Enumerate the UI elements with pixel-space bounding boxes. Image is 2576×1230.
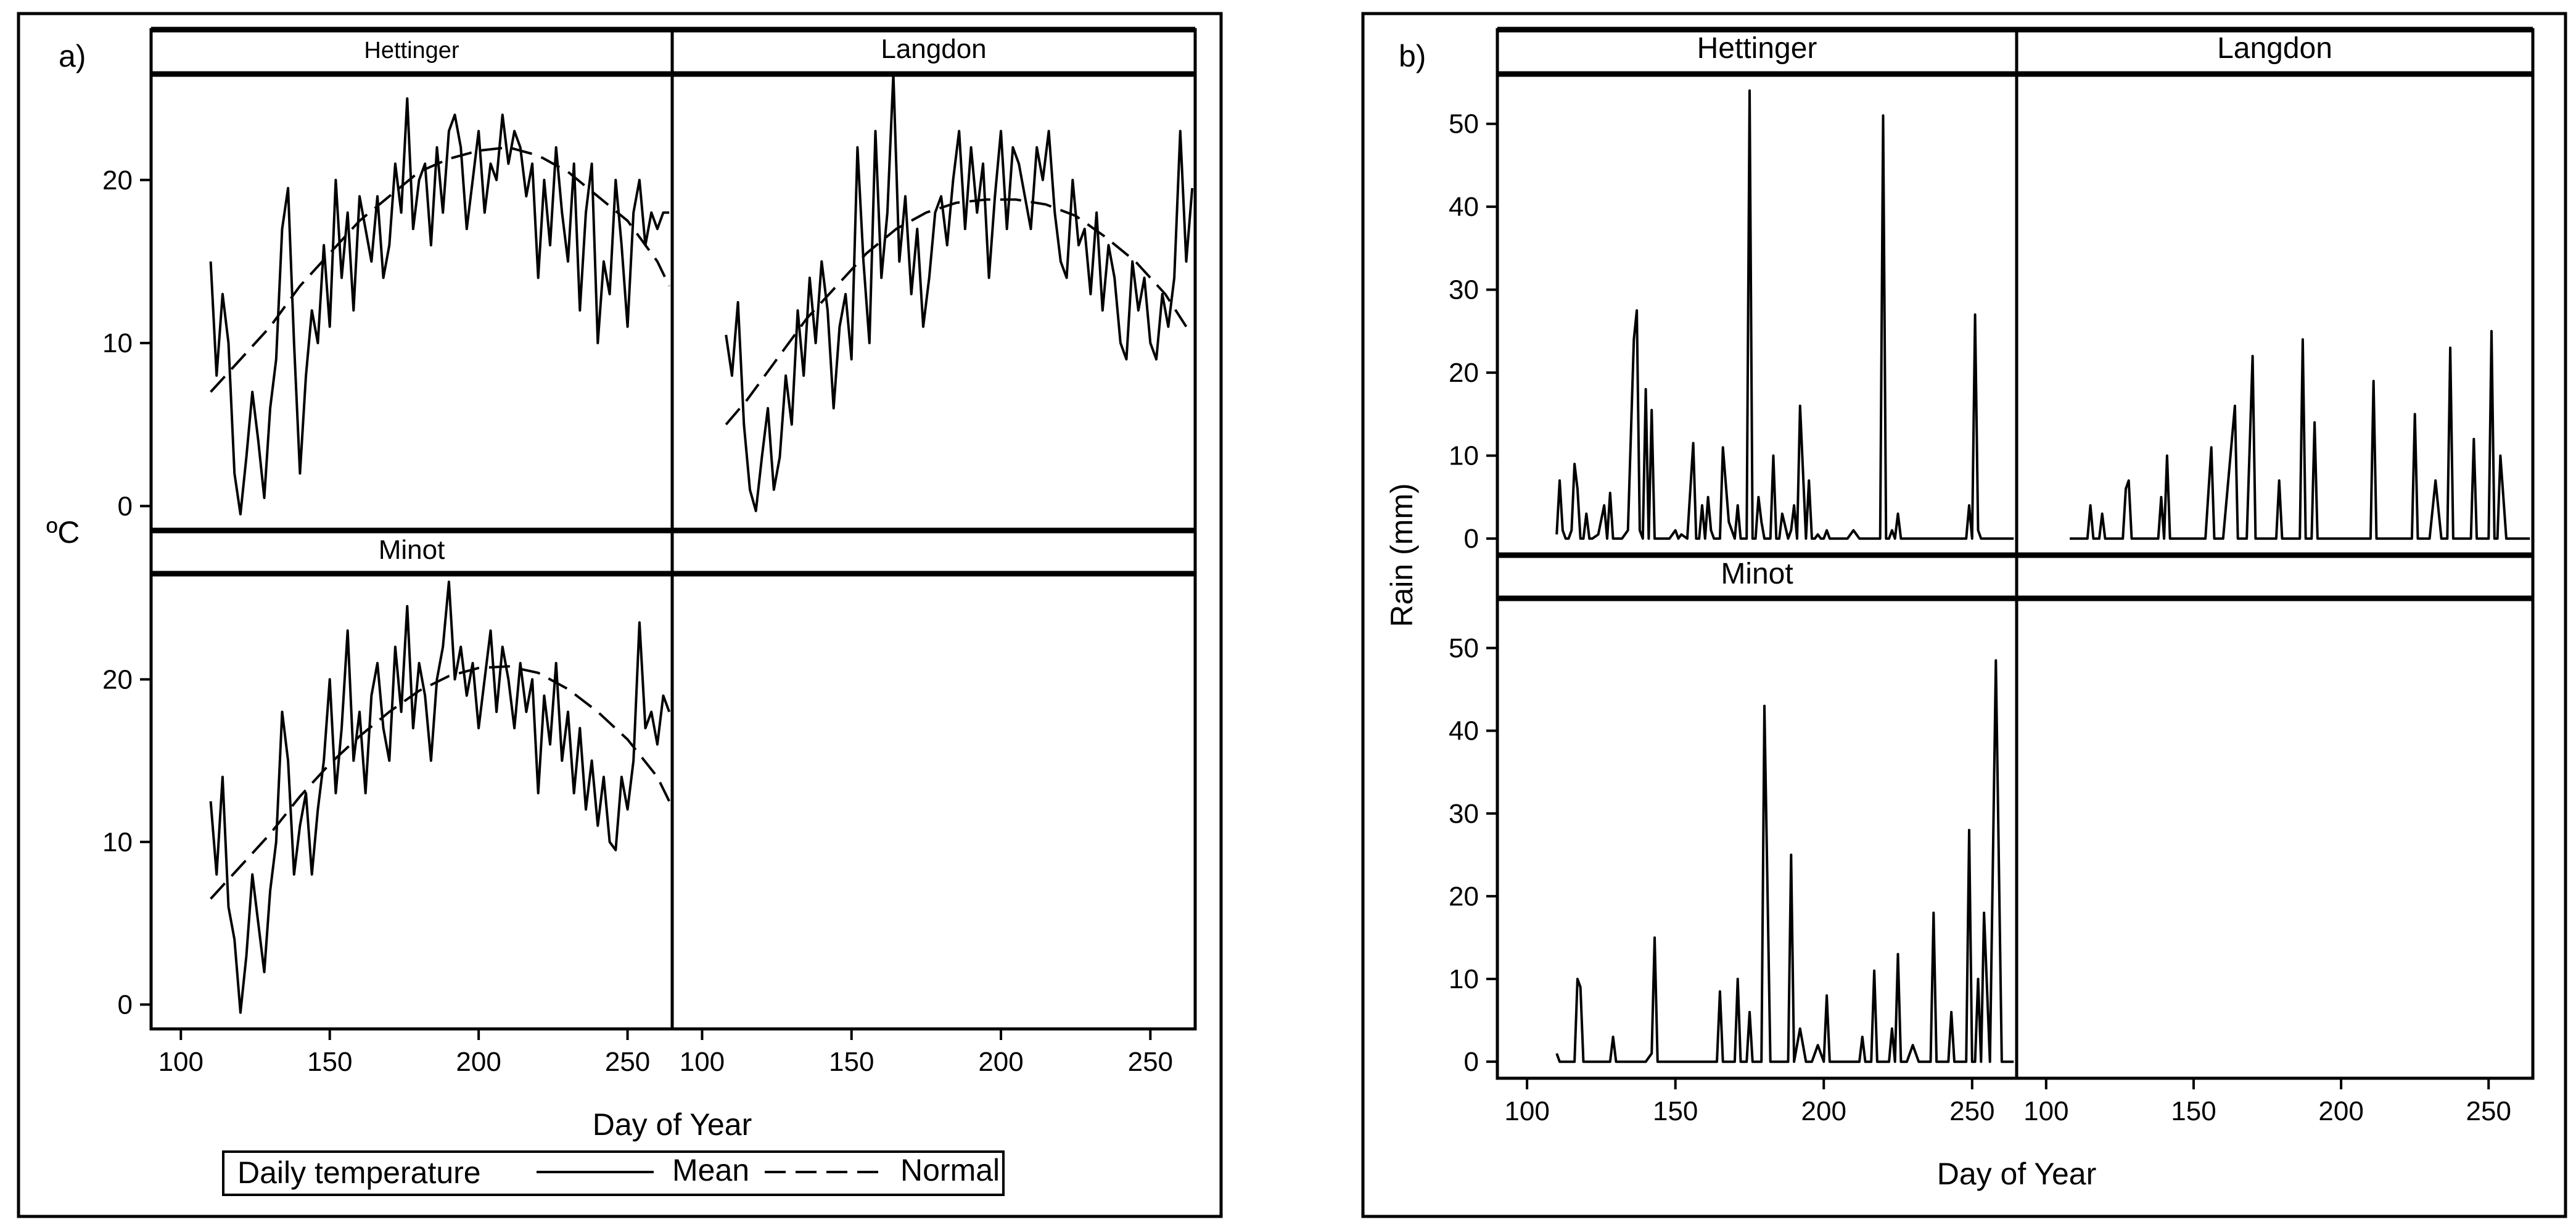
y-tick-label: 0: [1464, 1047, 1479, 1077]
series-rain-hettinger: [1555, 89, 2014, 540]
series-mean-minot: [209, 580, 671, 1014]
facet-plot-frame: [2015, 72, 2535, 557]
x-tick-label: 250: [2466, 1096, 2511, 1126]
facet-title-hettinger: Hettinger: [364, 38, 459, 64]
facet-title-langdon: Langdon: [881, 34, 986, 64]
x-tick-label: 100: [158, 1047, 204, 1077]
facet-title-hettinger: Hettinger: [1697, 32, 1817, 65]
x-tick-label: 200: [2318, 1096, 2363, 1126]
y-tick-label: 10: [102, 827, 133, 857]
facet-plot-frame: [1496, 596, 2018, 1080]
y-tick-label: 20: [1449, 881, 1479, 912]
legend: Daily temperature Mean Normal: [222, 1150, 1005, 1196]
series-rain-minot: [1555, 659, 2014, 1063]
facet-strip: [149, 529, 674, 576]
facet-strip: [1496, 28, 2018, 76]
facet-title-langdon: Langdon: [2217, 32, 2332, 65]
panel-a-ylabel: ºC: [46, 515, 80, 550]
panel-b-ylabel: Rain (mm): [1385, 483, 1419, 627]
panel-a-frame: [17, 12, 1223, 1218]
x-tick-label: 150: [829, 1047, 874, 1077]
panel-b-xlabel: Day of Year: [1937, 1157, 2097, 1191]
x-tick-label: 150: [307, 1047, 352, 1077]
x-tick-label: 150: [2171, 1096, 2216, 1126]
chart-rain: Hettinger 0 10 20 30 40 50 Langdon Minot 0 10 20 30 4…: [1449, 27, 2535, 1126]
y-tick-label: 40: [1449, 192, 1479, 222]
y-tick-label: 20: [1449, 358, 1479, 388]
facet-title-minot: Minot: [1721, 558, 1793, 590]
empty-facet-frame: [670, 572, 1197, 1031]
legend-normal-label: Normal: [900, 1153, 1000, 1187]
chart-temperature: Hettinger 0 10 20 Langdon Minot 0 10 20 100 150 200…: [102, 27, 1197, 1077]
panel-b-frame: [1361, 12, 2567, 1218]
y-tick-label: 50: [1449, 633, 1479, 663]
x-tick-label: 150: [1653, 1096, 1698, 1126]
panel-a-label: a): [59, 39, 86, 73]
y-tick-label: 0: [118, 491, 133, 521]
legend-title: Daily temperature: [237, 1155, 481, 1190]
facet-plot-frame: [149, 72, 674, 532]
series-rain-langdon: [2070, 329, 2530, 540]
x-tick-label: 250: [1128, 1047, 1173, 1077]
facet-strip: [670, 529, 1197, 576]
y-tick-label: 10: [102, 328, 133, 358]
series-normal-langdon: [725, 198, 1188, 426]
y-tick-label: 0: [1464, 524, 1479, 554]
y-tick-label: 10: [1449, 441, 1479, 471]
y-tick-label: 50: [1449, 109, 1479, 139]
x-tick-label: 100: [2023, 1096, 2068, 1126]
facet-strip: [2015, 553, 2535, 600]
y-tick-label: 30: [1449, 799, 1479, 829]
y-tick-label: 40: [1449, 716, 1479, 746]
series-mean-langdon: [725, 73, 1194, 513]
y-tick-label: 30: [1449, 275, 1479, 305]
panel-b-label: b): [1399, 39, 1426, 73]
facet-title-minot: Minot: [379, 535, 445, 565]
facet-plot-frame: [1496, 72, 2018, 557]
series-normal-hettinger: [210, 146, 670, 393]
x-tick-label: 200: [1801, 1096, 1846, 1126]
series-normal-minot: [210, 665, 670, 900]
legend-mean-label: Mean: [672, 1153, 749, 1187]
facet-strip: [2015, 28, 2535, 76]
facet-plot-frame: [149, 572, 674, 1031]
x-tick-label: 100: [680, 1047, 725, 1077]
x-tick-label: 250: [1949, 1096, 1994, 1126]
x-tick-label: 200: [456, 1047, 501, 1077]
y-tick-label: 10: [1449, 964, 1479, 994]
series-mean-hettinger: [209, 97, 670, 516]
y-tick-label: 0: [118, 989, 133, 1020]
x-tick-label: 250: [605, 1047, 650, 1077]
y-tick-label: 20: [102, 664, 133, 695]
x-tick-label: 200: [978, 1047, 1023, 1077]
y-tick-label: 20: [102, 165, 133, 196]
panel-a-xlabel: Day of Year: [593, 1107, 752, 1142]
empty-facet-frame: [2015, 596, 2535, 1080]
x-tick-label: 100: [1504, 1096, 1549, 1126]
facet-strip: [1496, 553, 2018, 600]
